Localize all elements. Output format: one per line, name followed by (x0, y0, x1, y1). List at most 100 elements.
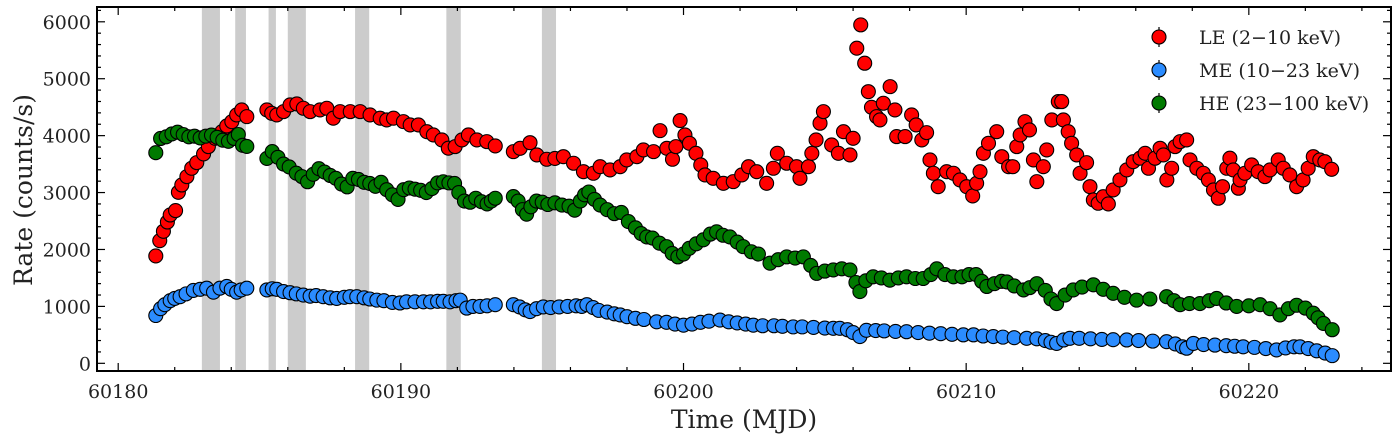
data-points (148, 17, 1340, 364)
data-point (148, 248, 164, 264)
data-point (1039, 142, 1055, 158)
y-tick-label: 1000 (43, 296, 91, 318)
data-point (636, 311, 652, 328)
data-point (487, 190, 503, 206)
data-point (1282, 167, 1298, 183)
tick-labels: 60180 60190 60200 60210 60220 0 1000 2000 3000 40… (43, 12, 1279, 403)
data-point (1179, 132, 1195, 148)
legend: LE (2−10 keV) ME (10−23 keV) HE (23−100 ke… (1151, 27, 1369, 115)
plot-frame (96, 6, 1392, 372)
data-point (1164, 160, 1180, 176)
legend-item: LE (2−10 keV) (1151, 27, 1341, 49)
data-point (804, 145, 820, 161)
legend-item: ME (10−23 keV) (1151, 60, 1360, 82)
legend-label: HE (23−100 keV) (1199, 93, 1369, 115)
data-point (668, 139, 684, 155)
gap-band (268, 7, 276, 371)
x-axis-label: Time (MJD) (671, 405, 817, 434)
data-point (1079, 155, 1095, 171)
x-tick-label: 60220 (1219, 381, 1279, 403)
data-point (759, 175, 775, 191)
data-point (919, 125, 935, 141)
data-point (1129, 292, 1145, 308)
data-point (664, 151, 681, 167)
data-point (1005, 159, 1021, 175)
legend-label: ME (10−23 keV) (1199, 60, 1360, 82)
y-tick-label: 5000 (43, 69, 91, 91)
data-point (972, 164, 988, 180)
data-point (1145, 333, 1161, 349)
data-point (1324, 161, 1340, 177)
data-point (239, 280, 255, 296)
data-point (765, 160, 781, 176)
data-point (239, 138, 255, 155)
data-point (769, 145, 785, 161)
data-point (1155, 147, 1172, 163)
data-point (1021, 122, 1038, 138)
gap-band (287, 7, 306, 371)
gap-band (201, 7, 220, 371)
data-point (672, 113, 688, 129)
data-point (1214, 179, 1231, 195)
data-point (842, 147, 858, 163)
y-tick-label: 4000 (43, 126, 91, 148)
data-point (1082, 179, 1098, 195)
data-point (800, 159, 816, 175)
data-point (749, 164, 765, 180)
gap-band (541, 7, 557, 371)
legend-marker (1151, 62, 1167, 78)
series-le (148, 17, 1340, 264)
data-point (522, 135, 538, 151)
x-tick-label: 60190 (371, 381, 431, 403)
data-point (808, 132, 824, 148)
x-tick-label: 60210 (936, 381, 996, 403)
series-he (148, 124, 1340, 338)
data-point (1105, 332, 1121, 348)
data-point (168, 203, 184, 219)
data-point (1035, 159, 1051, 175)
data-point (566, 155, 582, 171)
data-point (792, 170, 808, 186)
data-point (1054, 94, 1070, 110)
data-point (925, 165, 941, 181)
data-point (487, 297, 503, 313)
y-tick-label: 3000 (43, 183, 91, 205)
data-point (860, 84, 876, 100)
data-point (652, 123, 668, 139)
data-point (965, 188, 981, 204)
data-point (882, 79, 898, 95)
legend-label: LE (2−10 keV) (1199, 27, 1341, 49)
data-point (1029, 174, 1045, 190)
x-tick-label: 60200 (653, 381, 713, 403)
data-point (989, 124, 1005, 140)
data-point (857, 55, 873, 71)
y-tick-label: 2000 (43, 239, 91, 261)
data-point (1324, 348, 1340, 364)
data-point (872, 112, 888, 128)
data-point (1100, 196, 1116, 212)
data-point (239, 109, 255, 125)
legend-marker (1151, 29, 1167, 45)
data-point (1069, 147, 1085, 163)
data-point (853, 17, 869, 33)
data-point (1142, 291, 1158, 307)
x-tick-label: 60180 (88, 381, 148, 403)
data-point (842, 262, 858, 278)
gap-band (235, 7, 246, 371)
data-point (922, 152, 938, 168)
data-point (875, 95, 891, 111)
data-point (646, 144, 662, 160)
data-point (849, 40, 865, 56)
data-point (887, 102, 903, 118)
y-tick-label: 6000 (43, 12, 91, 34)
data-point (750, 246, 766, 262)
legend-marker (1151, 95, 1167, 111)
y-tick-label: 0 (79, 353, 91, 375)
data-point (1131, 332, 1147, 349)
data-point (980, 135, 997, 151)
data-point (1006, 330, 1022, 346)
data-point (148, 145, 164, 161)
legend-item: HE (23−100 keV) (1151, 93, 1369, 115)
data-point (908, 117, 924, 133)
